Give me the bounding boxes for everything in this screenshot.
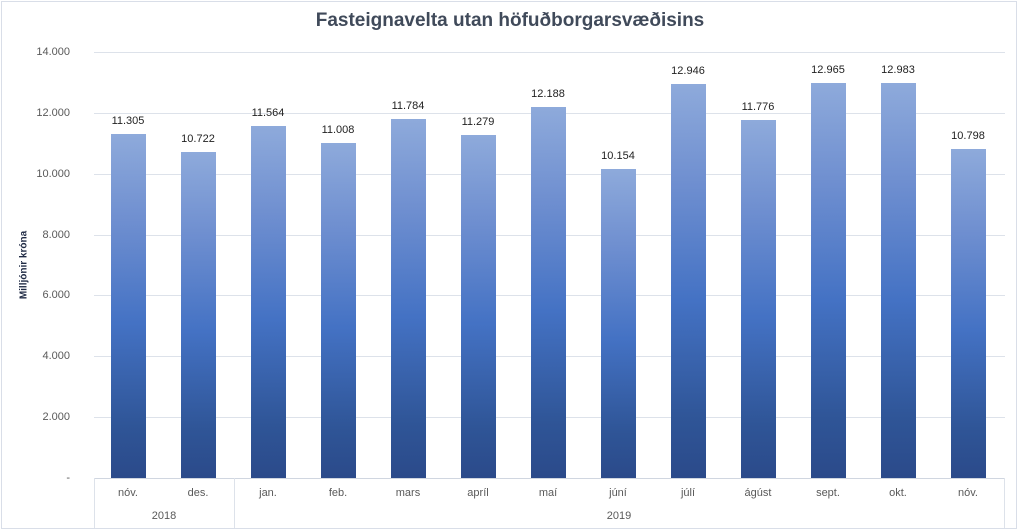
chart-title: Fasteignavelta utan höfuðborgarsvæðisins <box>315 10 705 31</box>
bar <box>880 82 916 478</box>
x-category-label: nóv. <box>118 487 138 499</box>
x-category-label: okt. <box>889 487 907 499</box>
y-tick-label: 8.000 <box>42 228 70 241</box>
x-category-label: jan. <box>259 487 277 499</box>
data-label: 12.965 <box>811 64 845 77</box>
x-category-label: mars <box>395 487 421 499</box>
data-label: 11.564 <box>251 107 285 120</box>
bar <box>390 119 426 478</box>
x-category-label: nóv. <box>958 487 978 499</box>
data-label: 10.722 <box>181 132 215 145</box>
x-category-label: júní <box>609 487 627 499</box>
data-label: 11.784 <box>391 100 425 113</box>
y-tick-label: 2.000 <box>42 411 70 424</box>
bar <box>250 126 286 478</box>
bar <box>600 169 636 478</box>
data-label: 10.154 <box>601 150 635 163</box>
x-category-label: maí <box>538 487 558 499</box>
axis-group-separator <box>234 478 235 528</box>
y-tick-label: 10.000 <box>36 167 70 180</box>
x-category-label: júlí <box>680 487 696 499</box>
y-tick-label: 4.000 <box>42 350 70 363</box>
x-category-label: feb. <box>328 487 348 499</box>
y-tick-label: 12.000 <box>36 106 70 119</box>
x-category-label: des. <box>187 487 209 499</box>
bar <box>950 149 986 478</box>
x-group-label: 2019 <box>606 510 632 522</box>
y-tick-label: - <box>66 472 70 484</box>
data-label: 12.946 <box>671 65 705 78</box>
x-category-label: apríl <box>467 487 489 499</box>
x-axis-line <box>94 478 1005 479</box>
data-label: 11.279 <box>461 115 495 128</box>
x-group-label: 2018 <box>151 510 177 522</box>
data-label: 10.798 <box>951 130 985 143</box>
data-label: 11.776 <box>741 100 775 113</box>
axis-group-separator <box>94 478 95 528</box>
bar <box>740 119 776 478</box>
gridline <box>94 52 1005 53</box>
bar <box>110 134 146 478</box>
bar <box>320 143 356 478</box>
y-tick-label: 6.000 <box>42 289 70 302</box>
x-category-label: ágúst <box>744 487 772 499</box>
bar <box>460 134 496 478</box>
bar <box>180 151 216 478</box>
bar <box>530 107 566 478</box>
bar <box>810 83 846 478</box>
data-label: 12.983 <box>881 63 915 76</box>
data-label: 12.188 <box>531 88 565 101</box>
axis-group-separator <box>1004 478 1005 528</box>
data-label: 11.008 <box>321 124 355 137</box>
data-label: 11.305 <box>111 115 145 127</box>
bar <box>670 84 706 478</box>
y-tick-label: 14.000 <box>36 46 70 58</box>
x-category-label: sept. <box>816 487 840 499</box>
